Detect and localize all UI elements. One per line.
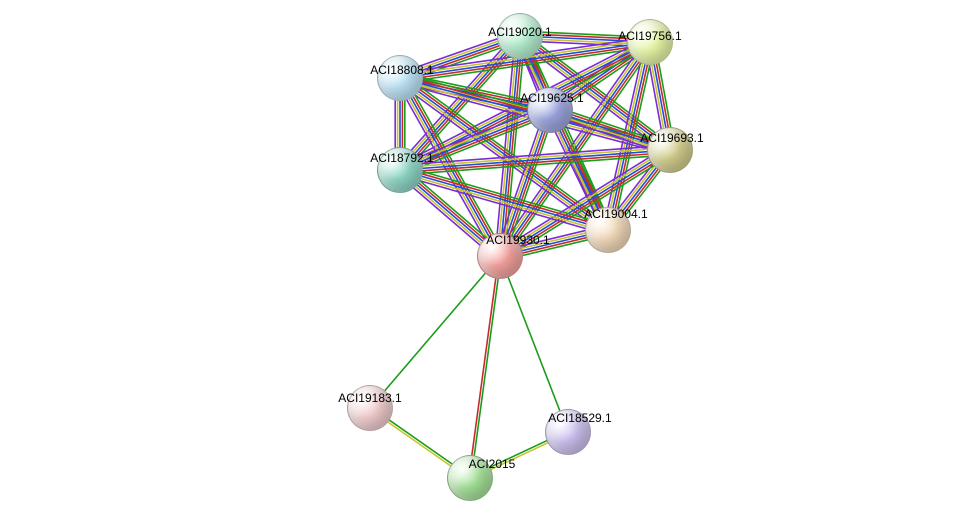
node-ACI18529-1[interactable]	[545, 409, 591, 455]
node-ACI19693-1[interactable]	[647, 127, 693, 173]
node-ACI19756-1[interactable]	[627, 19, 673, 65]
node-ACI19625-1[interactable]	[527, 87, 573, 133]
node-ACI19930-1[interactable]	[477, 233, 523, 279]
node-ACI19183-1[interactable]	[347, 385, 393, 431]
node-ACI20154-1[interactable]	[447, 455, 493, 501]
node-ACI19020-1[interactable]	[497, 13, 543, 59]
node-ACI18792-1[interactable]	[377, 147, 423, 193]
network-graph: ACI19020.1ACI19756.1ACI18808.1ACI19625.1…	[0, 0, 975, 516]
node-ACI19004-1[interactable]	[585, 207, 631, 253]
node-ACI18808-1[interactable]	[377, 55, 423, 101]
